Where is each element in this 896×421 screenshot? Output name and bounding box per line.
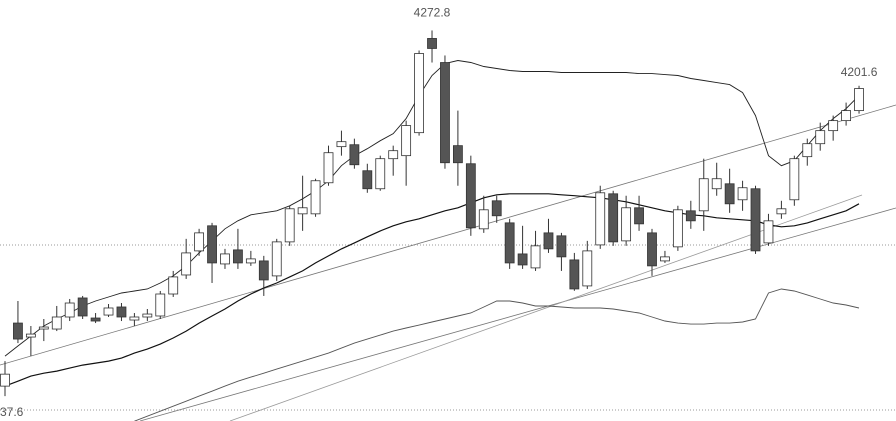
candle-body [0, 373, 10, 387]
candle-body [401, 125, 412, 157]
candle-body [815, 130, 826, 145]
candle-body [711, 178, 722, 190]
candle-body [452, 145, 463, 164]
candle-body [51, 316, 62, 330]
candle-body [465, 163, 476, 229]
candle-body [685, 210, 696, 222]
candle-body [556, 235, 567, 258]
candle-body [504, 222, 515, 264]
candle-body [414, 53, 424, 134]
trend-line [139, 207, 896, 421]
candle-body [660, 256, 670, 262]
candle-body [90, 317, 101, 322]
candle-body [271, 241, 282, 277]
candle-body [103, 307, 114, 316]
candle-body [207, 225, 217, 264]
low-label: 3937.6 [0, 405, 24, 419]
candle-body [491, 200, 502, 217]
candle-body [608, 193, 619, 243]
candle-body [220, 253, 230, 265]
candle-body [142, 313, 153, 318]
indicator-line [4, 60, 860, 357]
candle-body [672, 209, 683, 248]
candle-body [13, 322, 23, 340]
candle-body [828, 120, 839, 132]
candle-body [737, 187, 748, 201]
candle-body [362, 170, 373, 190]
candle-body [789, 158, 800, 201]
candle-body [750, 188, 761, 252]
candle-body [64, 302, 75, 318]
candle-body [129, 316, 140, 321]
candle-body [116, 306, 127, 318]
indicator-lines [4, 60, 860, 421]
candle-body [647, 232, 657, 267]
indicator-line [4, 193, 860, 387]
candle-body [181, 252, 192, 276]
candle-body [854, 88, 864, 112]
candle-body [569, 259, 580, 290]
candle-body [375, 158, 386, 190]
candle-body [168, 276, 179, 295]
candle-body [258, 260, 269, 281]
candle-body [233, 249, 243, 264]
candle-body [38, 326, 49, 330]
candle-body [530, 245, 541, 269]
indicator-line [134, 288, 860, 421]
candle-body [595, 192, 606, 246]
annotations: 4272.8 3937.6 4201.6 [0, 5, 878, 419]
candle-body [310, 180, 321, 215]
candle-body [582, 250, 593, 287]
candle-body [763, 220, 774, 244]
candle-body [440, 62, 450, 164]
candle-body [388, 150, 399, 160]
candle-body [427, 38, 437, 49]
trend-line [0, 104, 896, 366]
candle-body [245, 258, 256, 264]
candle-body [776, 208, 787, 215]
high-label: 4272.8 [414, 5, 451, 19]
candle-body [698, 178, 709, 212]
candle-body [194, 232, 205, 252]
candle-body [77, 297, 88, 317]
candle-body [323, 152, 334, 184]
candle-body [478, 209, 489, 230]
candle-body [25, 333, 36, 338]
candle-body [724, 183, 735, 205]
last-label: 4201.6 [841, 65, 878, 79]
candles [0, 30, 864, 397]
candle-body [802, 143, 813, 158]
candle-body [543, 232, 554, 250]
candle-body [336, 141, 347, 148]
candle-body [155, 293, 166, 317]
candle-body [349, 144, 360, 166]
candle-body [634, 207, 644, 225]
candle-body [297, 207, 308, 215]
candle-body [517, 253, 528, 266]
candle-body [841, 110, 851, 122]
candle-body [284, 208, 295, 243]
candle-body [621, 207, 632, 242]
